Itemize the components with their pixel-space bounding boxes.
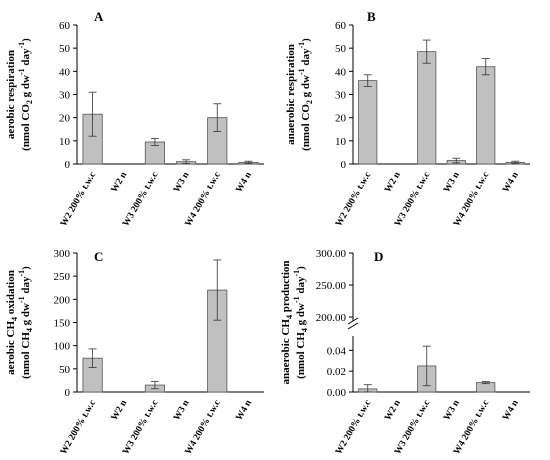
category-label: W4 n <box>501 170 521 195</box>
error-bar <box>88 348 97 368</box>
error-bar <box>150 138 159 146</box>
error-bar <box>422 39 431 64</box>
error-bar <box>481 58 490 76</box>
bar <box>417 51 437 165</box>
y-tick-label: 150 <box>54 318 71 330</box>
y-tick-label: 300 <box>54 248 71 260</box>
y-tick-label: 50 <box>59 43 71 55</box>
y-tick-label: 200 <box>54 294 71 306</box>
y-tick-label: 200.00 <box>316 312 347 324</box>
y-axis-label: anaerobic respiration <box>285 44 297 145</box>
bar <box>476 66 496 165</box>
y-tick-label: 10 <box>59 136 71 148</box>
y-tick-label: 40 <box>59 66 71 78</box>
y-axis-label-units: (nmol CO2 g dw-1 day-1) <box>17 38 34 151</box>
y-tick-label: 0 <box>341 159 347 171</box>
y-tick-label: 300.00 <box>316 248 347 260</box>
category-label: W4 n <box>234 170 254 195</box>
y-tick-label: 50 <box>59 364 71 376</box>
y-tick-label: 50 <box>335 43 347 55</box>
panel-c-letter: C <box>94 249 103 264</box>
panel-d-plot: 200.00 250.00 300.00 0.00 0.02 0.04 W2 200% t.… <box>280 248 530 457</box>
y-tick-label: 0 <box>65 159 71 171</box>
panel-d-letter: D <box>374 249 383 264</box>
y-axis-label: aerobic CH4 oxidation <box>5 270 19 375</box>
y-tick-label: 250.00 <box>316 280 347 292</box>
error-bar <box>363 384 372 393</box>
error-bar <box>422 345 431 387</box>
category-label: W2 200% t.w.c <box>59 399 98 457</box>
error-bar <box>213 259 222 321</box>
category-label: W4 n <box>501 398 521 423</box>
y-axis-label-units: (nmol CH4 g dw-1 day-1) <box>17 266 34 379</box>
y-tick-label: 60 <box>59 20 71 32</box>
y-tick-label: 40 <box>335 66 347 78</box>
y-tick-label: 0.00 <box>327 387 347 399</box>
category-label: W4 n <box>234 398 254 423</box>
y-tick-label: 0.02 <box>327 366 346 378</box>
y-tick-label: 0.04 <box>327 345 347 357</box>
error-bar <box>213 103 222 132</box>
error-bar <box>244 160 253 164</box>
y-axis-label: anaerobic CH4 production <box>280 260 294 384</box>
error-bar <box>363 74 372 87</box>
y-axis-label-units: (nmol CH4 g dw-1 day-1) <box>292 266 309 379</box>
panel-d: D 200.00 250.00 300.00 0.00 0.02 0.04 W2 200% … <box>280 248 530 457</box>
y-tick-label: 20 <box>59 113 71 125</box>
category-label: W3 n <box>442 398 462 423</box>
y-tick-label: 60 <box>335 20 347 32</box>
category-label: W2 200% t.w.c <box>334 171 373 229</box>
bar <box>358 80 378 165</box>
category-label: W2 200% t.w.c <box>334 399 373 457</box>
category-label: W3 n <box>172 170 192 195</box>
error-bar <box>481 381 490 385</box>
error-bar <box>88 91 97 137</box>
y-tick-label: 30 <box>335 90 347 102</box>
error-bar <box>511 160 520 164</box>
y-tick-label: 30 <box>59 90 71 102</box>
y-axis-label-units: (nmol CO2 g dw-1 day-1) <box>297 38 314 151</box>
panel-c: C 0 50 100 150 200 250 300 W2 200% t.w.c W2 n W3 … <box>5 248 264 457</box>
error-bar <box>182 159 191 164</box>
y-tick-label: 100 <box>54 341 71 353</box>
category-label: W2 200% t.w.c <box>59 171 98 229</box>
category-label: W2 n <box>383 398 403 423</box>
y-tick-label: 250 <box>54 271 71 283</box>
y-tick-label: 0 <box>65 387 71 399</box>
axis-break-mark <box>347 317 359 330</box>
category-label: W3 n <box>172 398 192 423</box>
error-bar <box>150 380 159 390</box>
panel-b-letter: B <box>367 9 376 24</box>
category-label: W2 n <box>110 170 130 195</box>
error-bar <box>452 157 461 164</box>
y-tick-label: 20 <box>335 113 347 125</box>
y-axis-label: aerobic respiration <box>5 50 17 139</box>
category-label: W2 n <box>110 398 130 423</box>
panel-a-letter: A <box>94 9 104 24</box>
y-tick-label: 10 <box>335 136 347 148</box>
category-label: W2 n <box>383 170 403 195</box>
category-label: W3 n <box>442 170 462 195</box>
